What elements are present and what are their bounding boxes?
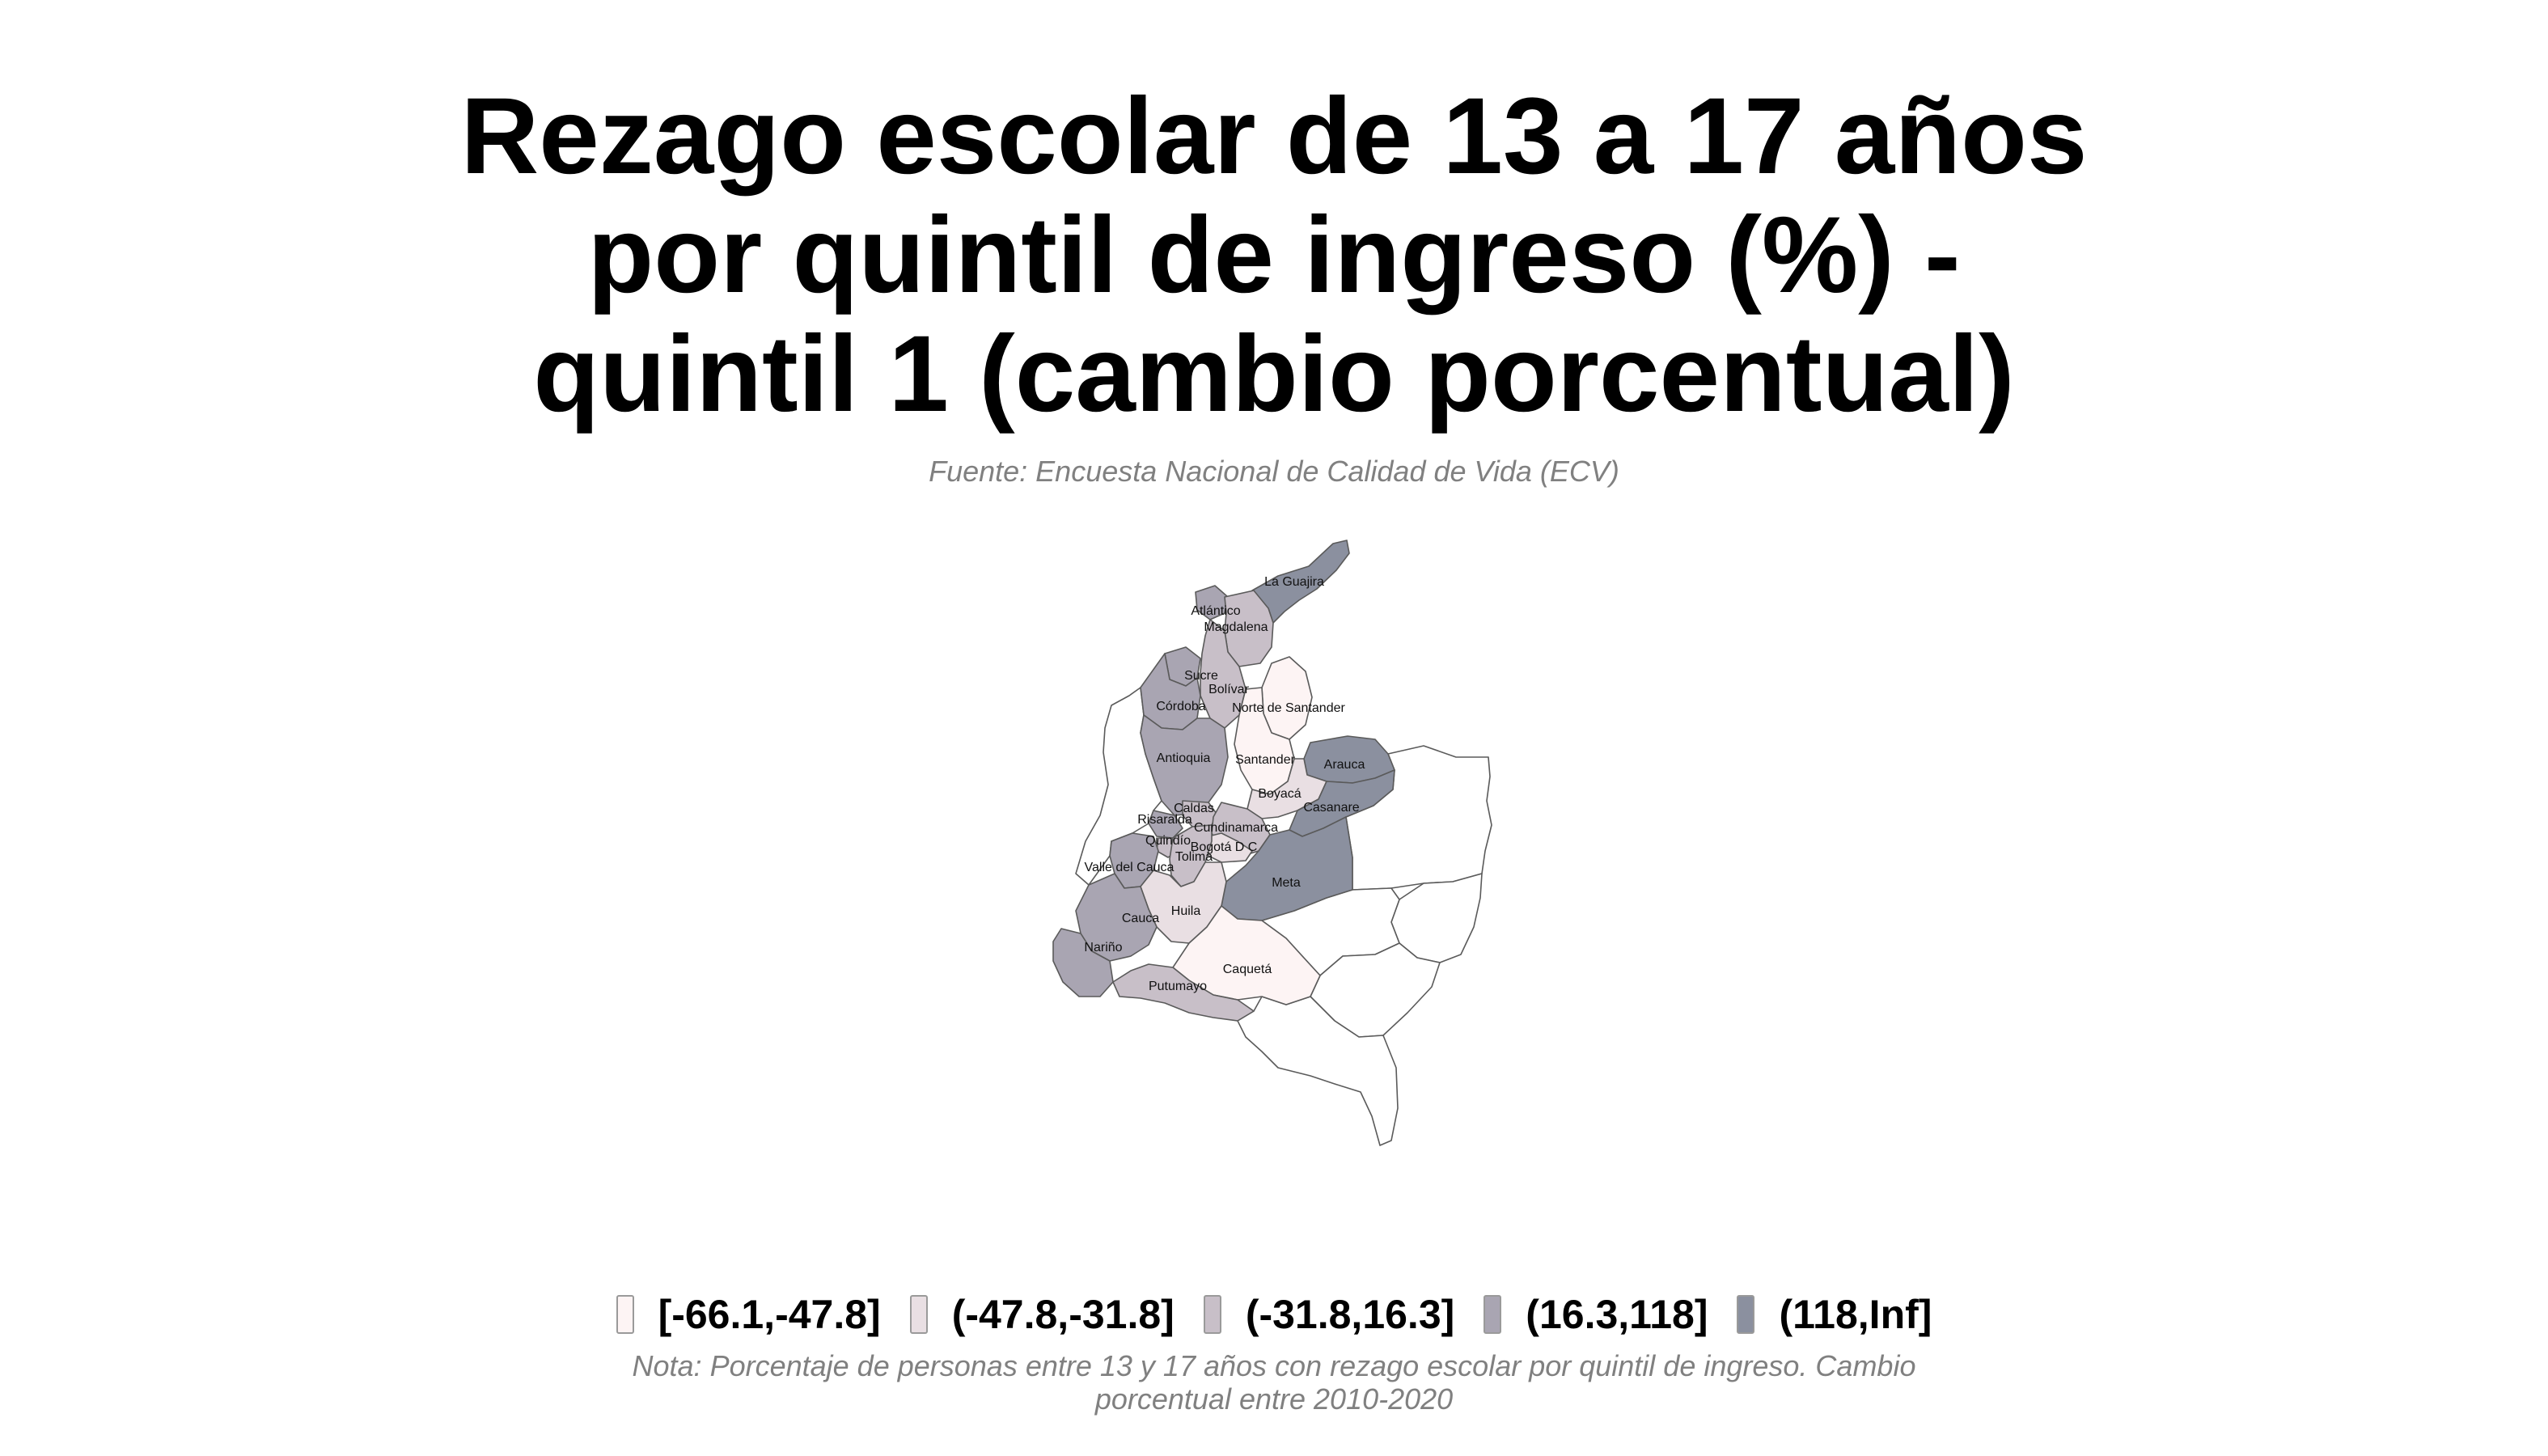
region-huila: [1140, 861, 1227, 944]
title-line-1: Rezago escolar de 13 a 17 años: [460, 76, 2088, 197]
source-caption: Fuente: Encuesta Nacional de Calidad de …: [929, 455, 1619, 488]
region-label-boyaca: Boyacá: [1258, 787, 1301, 801]
region-label-cauca: Cauca: [1122, 912, 1159, 925]
legend-swatch-4: [1484, 1295, 1502, 1334]
region-label-la-guajira: La Guajira: [1264, 575, 1324, 589]
region-label-quindio: Quindío: [1145, 834, 1191, 848]
region-label-cundinamarca: Cundinamarca: [1194, 821, 1278, 835]
legend-label-5: (118,Inf]: [1779, 1292, 1932, 1337]
region-label-caldas: Caldas: [1174, 802, 1214, 815]
region-label-antioquia: Antioquia: [1157, 751, 1211, 765]
region-label-huila: Huila: [1171, 904, 1201, 918]
region-label-meta: Meta: [1272, 876, 1301, 890]
region-label-narino: Nariño: [1084, 941, 1122, 954]
title-line-2: por quintil de ingreso (%) -: [587, 195, 1961, 315]
region-label-sucre: Sucre: [1184, 669, 1218, 683]
region-label-santander: Santander: [1235, 753, 1296, 767]
region-label-cordoba: Córdoba: [1156, 700, 1205, 713]
region-label-arauca: Arauca: [1324, 758, 1365, 772]
region-magdalena: [1224, 590, 1274, 667]
region-label-casanare: Casanare: [1303, 801, 1359, 815]
region-narino: [1052, 928, 1114, 997]
region-label-valle-del-cauca: Valle del Cauca: [1085, 861, 1175, 874]
legend-label-2: (-47.8,-31.8]: [951, 1292, 1175, 1337]
region-label-risaralda: Risaralda: [1137, 813, 1192, 827]
legend-label-3: (-31.8,16.3]: [1245, 1292, 1455, 1337]
region-label-bolivar: Bolívar: [1208, 683, 1249, 696]
legend-item-4: (16.3,118]: [1484, 1291, 1708, 1338]
region-label-caqueta: Caquetá: [1223, 963, 1272, 976]
region-label-putumayo: Putumayo: [1149, 980, 1207, 993]
legend-item-3: (-31.8,16.3]: [1203, 1291, 1455, 1338]
note-caption: Nota: Porcentaje de personas entre 13 y …: [632, 1349, 1916, 1416]
legend-label-1: [-66.1,-47.8]: [658, 1292, 881, 1337]
title-line-3: quintil 1 (cambio porcentual): [533, 314, 2015, 434]
region-label-bogota-d-c: Bogotá D C: [1191, 840, 1258, 854]
region-label-atlantico: Atlántico: [1191, 604, 1240, 618]
legend-swatch-5: [1737, 1295, 1755, 1334]
region-label-tolima: Tolima: [1175, 850, 1213, 864]
region-label-norte-de-santander: Norte de Santander: [1232, 701, 1345, 715]
chart-title: Rezago escolar de 13 a 17 años por quint…: [222, 77, 2326, 434]
legend-item-5: (118,Inf]: [1737, 1291, 1932, 1338]
region-putumayo: [1112, 963, 1255, 1022]
region-label-magdalena: Magdalena: [1204, 620, 1268, 634]
region-antioquia: [1140, 714, 1229, 816]
legend-swatch-3: [1203, 1295, 1221, 1334]
region-atlantico: [1195, 585, 1229, 620]
legend-swatch-1: [616, 1295, 634, 1334]
legend-label-4: (16.3,118]: [1526, 1292, 1708, 1337]
legend-item-1: [-66.1,-47.8]: [616, 1291, 881, 1338]
legend: [-66.1,-47.8] (-47.8,-31.8] (-31.8,16.3]…: [0, 1286, 2548, 1343]
legend-swatch-2: [909, 1295, 928, 1334]
legend-item-2: (-47.8,-31.8]: [909, 1291, 1175, 1338]
